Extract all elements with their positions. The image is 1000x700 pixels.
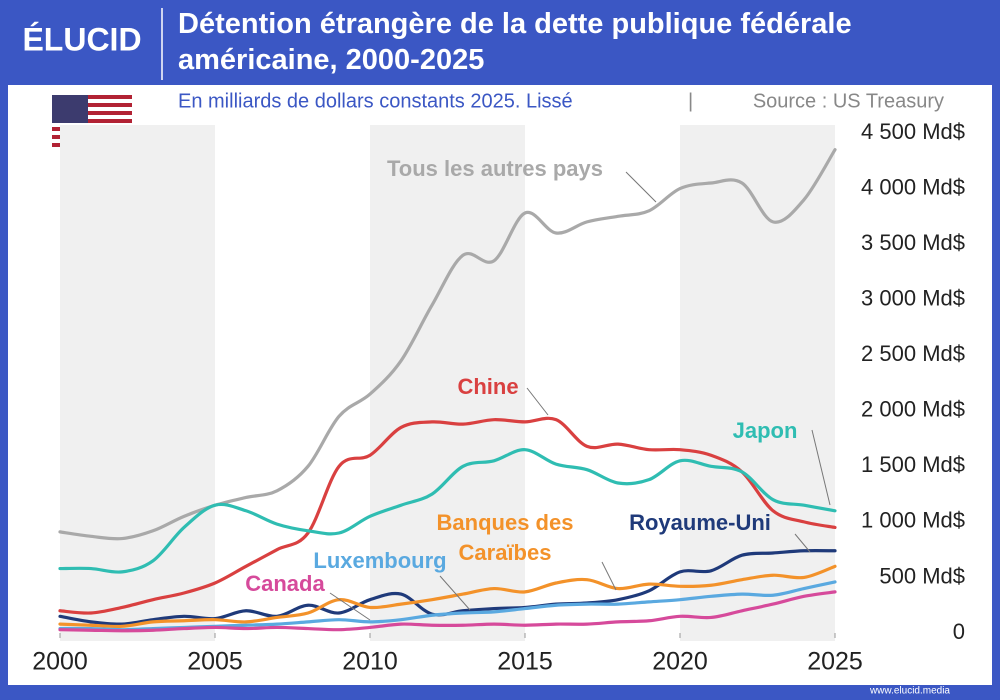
y-tick-label: 4 000 Md$ — [861, 174, 965, 199]
series-label: Chine — [457, 374, 518, 399]
brand: ÉLUCID — [22, 21, 141, 57]
series-label: Canada — [245, 571, 325, 596]
series-line — [58, 590, 837, 633]
series-label: Tous les autres pays — [387, 156, 603, 181]
y-tick-label: 3 000 Md$ — [861, 285, 965, 310]
y-tick-label: 1 500 Md$ — [861, 452, 965, 477]
series-line — [58, 448, 837, 574]
y-tick-label: 2 500 Md$ — [861, 341, 965, 366]
band — [60, 125, 215, 641]
x-tick-label: 2005 — [187, 648, 243, 676]
leader-line — [794, 533, 811, 553]
leader-line — [439, 575, 471, 611]
series-label: Banques des Caraïbes — [436, 510, 574, 565]
y-tick-label: 500 Md$ — [879, 563, 965, 588]
x-tick-label: 2000 — [32, 648, 88, 676]
chart-title: Détention étrangère de la dette publique… — [178, 8, 852, 76]
x-tick-label: 2010 — [342, 648, 398, 676]
separator: | — [688, 90, 693, 112]
band — [680, 125, 835, 641]
leader-line — [811, 429, 831, 506]
y-tick-label: 1 000 Md$ — [861, 508, 965, 533]
y-tick-label: 0 — [953, 619, 965, 644]
series-label: Luxembourg — [313, 548, 446, 573]
y-tick-label: 3 500 Md$ — [861, 230, 965, 255]
series-label: Japon — [733, 418, 798, 443]
y-tick-label: 2 000 Md$ — [861, 397, 965, 422]
footer: www.elucid.media — [869, 686, 950, 697]
leader-line — [601, 561, 617, 591]
band — [370, 125, 525, 641]
subtitle: En milliards de dollars constants 2025. … — [178, 90, 573, 112]
series-label: Royaume-Uni — [629, 510, 771, 535]
x-tick-label: 2025 — [807, 648, 863, 676]
leader-line — [625, 171, 657, 203]
x-tick-label: 2015 — [497, 648, 553, 676]
y-tick-label: 4 500 Md$ — [861, 119, 965, 144]
x-tick-label: 2020 — [652, 648, 708, 676]
series-line — [58, 416, 837, 615]
series-line — [58, 148, 837, 541]
source: Source : US Treasury — [753, 90, 944, 112]
leader-line — [526, 387, 549, 416]
leader-line — [329, 592, 371, 621]
series-line — [58, 564, 837, 629]
